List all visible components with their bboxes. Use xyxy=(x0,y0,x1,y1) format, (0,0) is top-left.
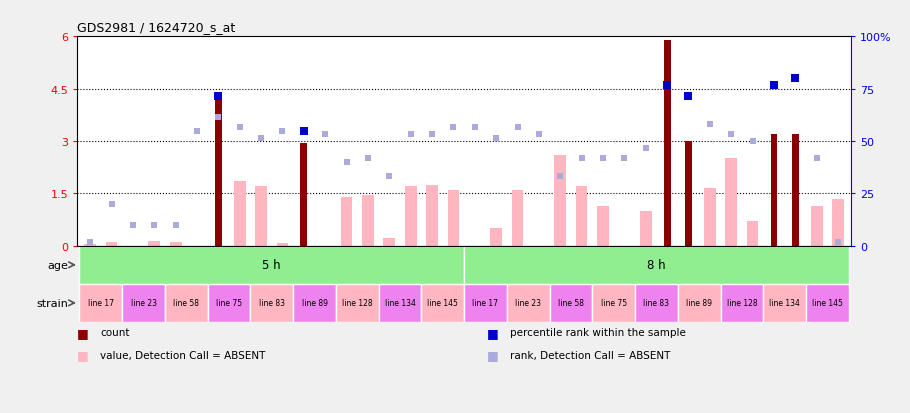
Text: line 17: line 17 xyxy=(472,299,499,308)
Bar xyxy=(79,284,122,322)
Bar xyxy=(464,246,849,284)
Bar xyxy=(464,284,507,322)
Text: ■: ■ xyxy=(487,349,499,362)
Text: line 23: line 23 xyxy=(131,299,157,308)
Text: line 128: line 128 xyxy=(726,299,757,308)
Bar xyxy=(207,284,250,322)
Bar xyxy=(511,190,523,246)
Text: ■: ■ xyxy=(77,349,89,362)
Bar xyxy=(763,284,806,322)
Bar xyxy=(215,96,222,246)
Bar xyxy=(704,189,715,246)
Bar xyxy=(507,284,550,322)
Bar xyxy=(255,187,267,246)
Text: GDS2981 / 1624720_s_at: GDS2981 / 1624720_s_at xyxy=(77,21,236,34)
Text: line 128: line 128 xyxy=(342,299,372,308)
Text: line 145: line 145 xyxy=(812,299,843,308)
Bar xyxy=(405,187,417,246)
Bar xyxy=(77,246,851,413)
Text: line 134: line 134 xyxy=(769,299,800,308)
Text: line 83: line 83 xyxy=(258,299,285,308)
Bar xyxy=(576,187,588,246)
Bar xyxy=(293,284,336,322)
Bar xyxy=(448,190,460,246)
Bar xyxy=(122,284,165,322)
Text: line 58: line 58 xyxy=(558,299,584,308)
Bar xyxy=(421,284,464,322)
Bar xyxy=(79,246,464,284)
Bar xyxy=(300,143,308,246)
Text: line 17: line 17 xyxy=(88,299,114,308)
Bar xyxy=(362,196,374,246)
Text: line 58: line 58 xyxy=(173,299,199,308)
Bar xyxy=(806,284,849,322)
Bar xyxy=(85,244,96,246)
Text: line 145: line 145 xyxy=(428,299,458,308)
Bar xyxy=(832,199,844,246)
Bar xyxy=(170,242,181,246)
Bar xyxy=(250,284,293,322)
Text: ■: ■ xyxy=(77,326,89,339)
Text: line 75: line 75 xyxy=(601,299,627,308)
Bar xyxy=(165,284,207,322)
Text: rank, Detection Call = ABSENT: rank, Detection Call = ABSENT xyxy=(510,350,670,360)
Bar xyxy=(234,182,246,246)
Text: count: count xyxy=(100,328,129,337)
Text: line 83: line 83 xyxy=(643,299,670,308)
Bar xyxy=(277,244,288,246)
Text: 8 h: 8 h xyxy=(647,259,666,272)
Bar xyxy=(635,284,678,322)
Text: line 134: line 134 xyxy=(385,299,416,308)
Bar xyxy=(640,211,652,246)
Bar xyxy=(685,142,692,246)
Bar xyxy=(747,222,758,246)
Bar xyxy=(721,284,763,322)
Text: age: age xyxy=(47,260,68,270)
Bar xyxy=(792,135,799,246)
Bar xyxy=(379,284,421,322)
Text: 5 h: 5 h xyxy=(262,259,281,272)
Bar xyxy=(340,197,352,246)
Bar xyxy=(490,229,502,246)
Text: percentile rank within the sample: percentile rank within the sample xyxy=(510,328,685,337)
Bar xyxy=(663,40,671,246)
Bar xyxy=(148,241,160,246)
Bar xyxy=(554,156,566,246)
Bar xyxy=(550,284,592,322)
Bar xyxy=(426,185,438,246)
Bar xyxy=(336,284,379,322)
Bar xyxy=(771,135,777,246)
Bar xyxy=(383,238,395,246)
Text: line 89: line 89 xyxy=(686,299,713,308)
Text: ■: ■ xyxy=(487,326,499,339)
Bar xyxy=(597,206,609,246)
Text: line 75: line 75 xyxy=(216,299,242,308)
Bar xyxy=(106,243,117,246)
Bar xyxy=(678,284,721,322)
Text: line 23: line 23 xyxy=(515,299,541,308)
Bar xyxy=(811,206,823,246)
Text: strain: strain xyxy=(36,298,68,308)
Bar xyxy=(725,159,737,246)
Text: line 89: line 89 xyxy=(301,299,328,308)
Bar xyxy=(592,284,635,322)
Text: value, Detection Call = ABSENT: value, Detection Call = ABSENT xyxy=(100,350,266,360)
